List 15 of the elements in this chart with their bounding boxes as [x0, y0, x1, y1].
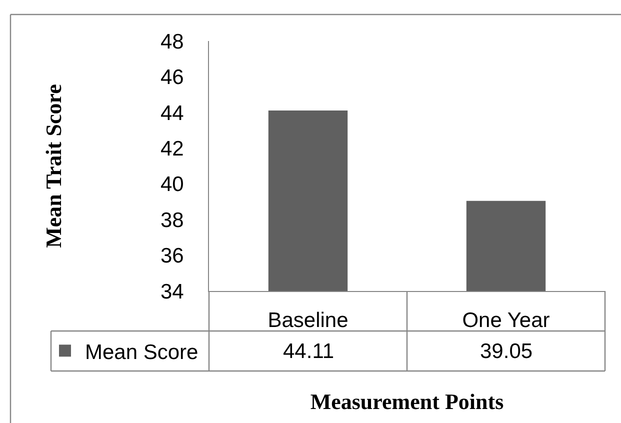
x-tick-label: Baseline [268, 309, 348, 332]
y-tick-label: 46 [160, 66, 184, 90]
y-tick-label: 38 [160, 208, 184, 232]
x-axis-title: Measurement Points [310, 389, 504, 414]
y-tick-label: 42 [160, 137, 184, 160]
x-tick-label: One Year [462, 309, 550, 332]
y-axis-title: Mean Trait Score [41, 84, 66, 248]
y-tick-label: 44 [160, 102, 184, 125]
legend-label: Mean Score [85, 340, 198, 364]
data-label: 44.11 [283, 340, 334, 363]
y-tick-label: 36 [160, 244, 184, 268]
y-tick-label: 34 [160, 280, 184, 304]
y-tick-label: 48 [160, 30, 184, 54]
y-tick-label: 40 [160, 173, 184, 196]
data-label: 39.05 [480, 340, 533, 363]
